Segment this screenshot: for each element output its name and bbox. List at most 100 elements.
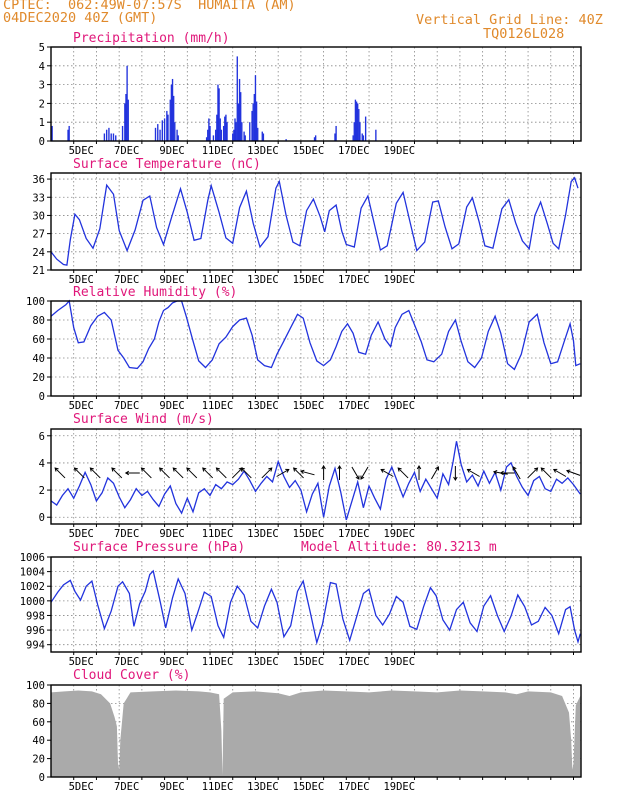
wind-arrow-head [534, 467, 539, 472]
precip-bar [249, 122, 251, 141]
grid-line-note: Vertical Grid Line: 40Z [416, 12, 603, 28]
wind-arrow-head [466, 468, 471, 473]
precip-bar [174, 122, 176, 141]
wind-arrow [89, 467, 101, 479]
panel-frame [50, 556, 582, 653]
wind-arrow [231, 467, 243, 479]
precip-bar [163, 118, 166, 141]
x-tick-label: 17DEC [338, 528, 370, 540]
x-tick-label: 19DEC [383, 145, 415, 157]
x-tick-label: 11DEC [202, 656, 234, 668]
precip-bar [112, 133, 115, 141]
panel-frame [50, 428, 582, 525]
x-tick-label: 19DEC [383, 528, 415, 540]
x-tick-label: 17DEC [338, 656, 370, 668]
precip-bar [217, 84, 219, 141]
wind-arrow-head [158, 467, 164, 472]
x-tick-label: 9DEC [159, 145, 184, 157]
x-tick-label: 5DEC [69, 656, 94, 668]
precip-bar [352, 135, 354, 141]
y-tick-label: 27 [32, 229, 45, 241]
x-tick-label: 15DEC [293, 145, 325, 157]
x-tick-label: 11DEC [202, 274, 234, 286]
x-tick-label: 7DEC [114, 528, 139, 540]
panel-title: Precipitation (mm/h) [73, 31, 230, 46]
wind-arrow-head [202, 467, 207, 472]
precip-bar [115, 135, 117, 141]
y-tick-label: 2 [39, 98, 45, 110]
y-tick-label: 0 [39, 136, 45, 148]
precip-bar [215, 129, 217, 141]
panel-title: Surface Wind (m/s) [73, 412, 214, 427]
x-tick-label: 11DEC [202, 145, 234, 157]
x-tick-label: 15DEC [293, 528, 325, 540]
y-tick-label: 30 [32, 210, 45, 222]
precip-bar [209, 125, 211, 141]
x-tick-label: 13DEC [247, 656, 279, 668]
x-tick-label: 17DEC [338, 145, 370, 157]
panel-frame [50, 300, 582, 397]
precip-bar [257, 127, 259, 141]
y-tick-label: 60 [32, 334, 45, 346]
precip-bar [375, 129, 377, 141]
x-tick-label: 13DEC [247, 274, 279, 286]
precip-bar [207, 129, 209, 141]
precip-bar [357, 103, 359, 141]
precip-bar [359, 122, 361, 141]
wind-arrow-head [89, 467, 94, 472]
x-tick-label: 19DEC [383, 274, 415, 286]
precip-bar [364, 116, 367, 141]
precip-bar [226, 122, 228, 141]
wind-arrow [261, 467, 273, 479]
y-tick-label: 5 [39, 42, 45, 54]
precip-bar [335, 125, 337, 141]
wind-arrow-head [215, 467, 220, 472]
x-tick-label: 9DEC [159, 528, 184, 540]
precip-bar [233, 129, 235, 141]
y-tick-label: 24 [32, 247, 45, 259]
x-tick-label: 7DEC [114, 145, 139, 157]
wind-arrow-head [416, 465, 422, 470]
precip-bar [159, 129, 161, 141]
precip-bar [126, 65, 128, 141]
precip-bar [208, 118, 210, 141]
x-tick-label: 7DEC [114, 274, 139, 286]
wind-arrow [553, 469, 567, 477]
y-tick-label: 33 [32, 192, 45, 204]
wind-arrow [430, 466, 439, 480]
precip-bar [154, 127, 157, 141]
precip-bar [334, 133, 336, 141]
x-tick-label: 7DEC [114, 781, 139, 793]
wind-arrow [159, 467, 170, 479]
x-tick-label: 13DEC [247, 781, 279, 793]
y-tick-label: 2 [39, 485, 45, 497]
y-tick-label: 40 [32, 735, 45, 747]
wind-arrow-head [499, 470, 504, 476]
x-tick-label: 9DEC [159, 274, 184, 286]
y-tick-label: 1006 [20, 552, 45, 564]
series-line [50, 176, 579, 266]
cloud-area [51, 690, 581, 777]
wind-arrow-head [300, 469, 305, 475]
wind-arrow-head [285, 468, 290, 473]
precip-bar [224, 116, 226, 141]
wind-arrow-head [124, 470, 130, 476]
precip-bar [354, 99, 357, 141]
x-tick-label: 15DEC [293, 656, 325, 668]
panel-title: Cloud Cover (%) [73, 668, 190, 683]
x-tick-label: 9DEC [159, 400, 184, 412]
wind-arrow-head [73, 467, 78, 472]
wind-arrow-head [186, 467, 191, 472]
x-tick-label: 15DEC [293, 274, 325, 286]
precip-bar [255, 101, 258, 141]
x-tick-label: 15DEC [293, 400, 325, 412]
wind-arrow-head [355, 475, 360, 480]
wind-arrow [397, 467, 409, 479]
wind-arrow [216, 467, 227, 479]
wind-arrow-head [172, 467, 177, 472]
x-tick-label: 19DEC [383, 781, 415, 793]
precip-bar [362, 135, 365, 141]
precip-bar [161, 120, 163, 141]
precip-bar [110, 133, 112, 141]
wind-arrow-head [360, 475, 365, 480]
